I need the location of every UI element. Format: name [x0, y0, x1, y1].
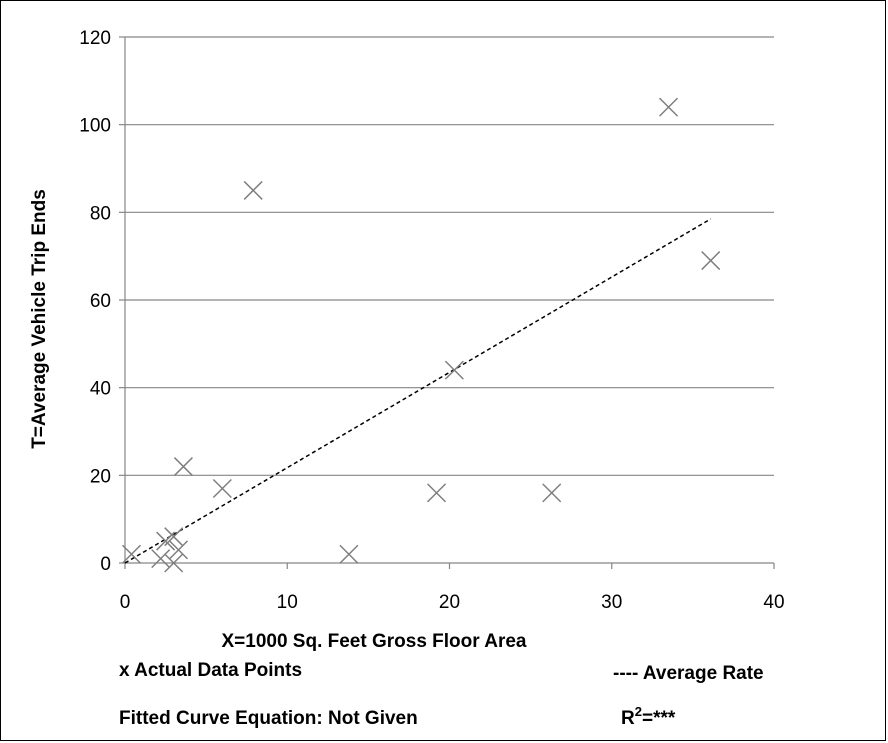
marker-stroke	[339, 544, 359, 564]
data-point-marker	[426, 483, 447, 503]
y-tick-label: 80	[90, 203, 111, 224]
data-point-marker	[164, 553, 184, 573]
data-point-marker	[164, 527, 184, 547]
legend-fitted-curve: Fitted Curve Equation: Not Given	[119, 708, 418, 729]
y-tick-label: 0	[100, 554, 111, 575]
data-point-marker	[542, 483, 562, 503]
data-point-marker	[701, 251, 721, 271]
x-tick-label: 0	[120, 592, 131, 613]
marker-stroke	[243, 180, 263, 200]
marker-stroke	[444, 360, 464, 380]
x-tick-label: 40	[763, 592, 784, 613]
legend-data-points: x Actual Data Points	[119, 660, 303, 681]
marker-stroke	[164, 553, 184, 573]
data-point-marker	[659, 97, 679, 117]
tick-labels: 0 20 40 60 80 100 120 0 10 20 30 40	[79, 28, 784, 613]
y-tick-label: 40	[90, 379, 111, 400]
data-point-marker	[243, 180, 263, 200]
marker-stroke	[169, 540, 189, 560]
y-tick-label: 60	[90, 291, 111, 312]
data-point-marker	[444, 360, 464, 380]
data-point-marker	[212, 478, 232, 499]
x-tick-label: 30	[601, 592, 622, 613]
marker-stroke	[659, 97, 679, 117]
data-point-marker	[339, 544, 359, 564]
average-rate-line	[124, 218, 712, 564]
data-point-marker	[151, 549, 171, 569]
marker-stroke	[701, 251, 721, 271]
marker-stroke	[173, 457, 193, 477]
axes	[119, 36, 775, 569]
marker-stroke	[121, 544, 142, 564]
data-point-marker	[169, 540, 189, 560]
data-point-marker	[121, 544, 142, 564]
y-tick-label: 120	[79, 28, 111, 49]
y-axis-title: T=Average Vehicle Trip Ends	[29, 189, 50, 449]
data-markers	[121, 97, 721, 573]
x-tick-label: 10	[277, 592, 298, 613]
r-squared-symbol: R	[621, 708, 635, 729]
x-axis-title: X=1000 Sq. Feet Gross Floor Area	[221, 631, 526, 652]
trend-line-group	[124, 218, 712, 564]
legend-r-squared: R2=***	[621, 704, 675, 730]
legend-average-rate: ---- Average Rate	[613, 663, 764, 684]
marker-stroke	[426, 483, 447, 503]
marker-stroke	[164, 527, 184, 547]
x-tick-label: 20	[439, 592, 460, 613]
r-squared-value: =***	[641, 708, 676, 729]
gridlines	[125, 36, 774, 476]
data-point-marker	[173, 457, 193, 477]
marker-stroke	[212, 478, 232, 499]
y-tick-label: 100	[79, 116, 111, 137]
marker-stroke	[542, 483, 562, 503]
marker-stroke	[151, 549, 171, 569]
y-tick-label: 20	[90, 466, 111, 487]
r-squared-exponent: 2	[634, 704, 642, 719]
